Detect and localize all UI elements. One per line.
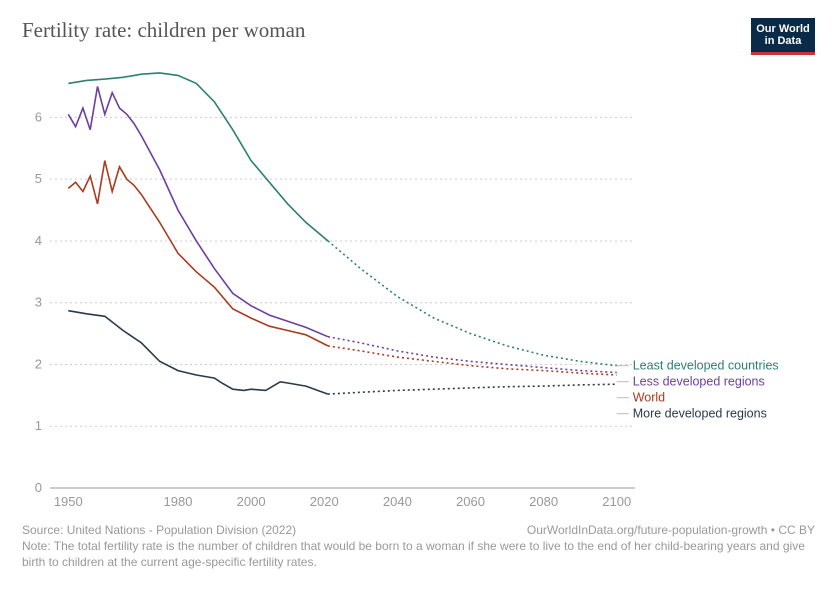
legend-label-less_developed: Less developed regions (633, 375, 765, 389)
x-tick-label: 2000 (237, 494, 266, 509)
chart-footer: Source: United Nations - Population Divi… (22, 518, 815, 571)
legend-label-world: World (633, 391, 665, 405)
x-tick-label: 2060 (456, 494, 485, 509)
chart-container: Fertility rate: children per woman Our W… (0, 0, 837, 589)
y-tick-label: 6 (35, 109, 42, 124)
series-less_developed (68, 87, 328, 337)
x-tick-label: 2080 (529, 494, 558, 509)
header: Fertility rate: children per woman Our W… (22, 18, 815, 52)
y-tick-label: 0 (35, 480, 42, 495)
y-tick-label: 4 (35, 233, 42, 248)
x-tick-label: 2020 (310, 494, 339, 509)
footer-credit: OurWorldInData.org/future-population-gro… (527, 522, 815, 538)
chart-svg: 0 1 2 3 4 5 6 1950 1980 2000 2020 2040 2060 2080 2100 L… (22, 58, 815, 518)
y-tick-label: 3 (35, 295, 42, 310)
owid-logo: Our World in Data (751, 18, 815, 55)
x-tick-label: 1950 (54, 494, 83, 509)
series-more_developed (68, 311, 328, 394)
legend-label-more_developed: More developed regions (633, 407, 767, 421)
x-tick-label: 2100 (602, 494, 631, 509)
series-world-projection (328, 346, 617, 375)
footer-note: Note: The total fertility rate is the nu… (22, 538, 815, 570)
legend-label-least_developed: Least developed countries (633, 359, 779, 373)
chart-area: 0 1 2 3 4 5 6 1950 1980 2000 2020 2040 2060 2080 2100 L… (22, 58, 815, 518)
footer-source: Source: United Nations - Population Divi… (22, 522, 296, 538)
logo-line1: Our World (756, 23, 810, 35)
series-least_developed-projection (328, 241, 617, 366)
series-less_developed-projection (328, 337, 617, 373)
x-tick-label: 2040 (383, 494, 412, 509)
y-tick-label: 1 (35, 418, 42, 433)
series-more_developed-projection (328, 384, 617, 394)
y-tick-label: 2 (35, 356, 42, 371)
logo-line2: in Data (765, 35, 802, 47)
x-tick-label: 1980 (164, 494, 193, 509)
y-tick-label: 5 (35, 171, 42, 186)
series-least_developed (68, 73, 328, 241)
chart-title: Fertility rate: children per woman (22, 18, 815, 43)
